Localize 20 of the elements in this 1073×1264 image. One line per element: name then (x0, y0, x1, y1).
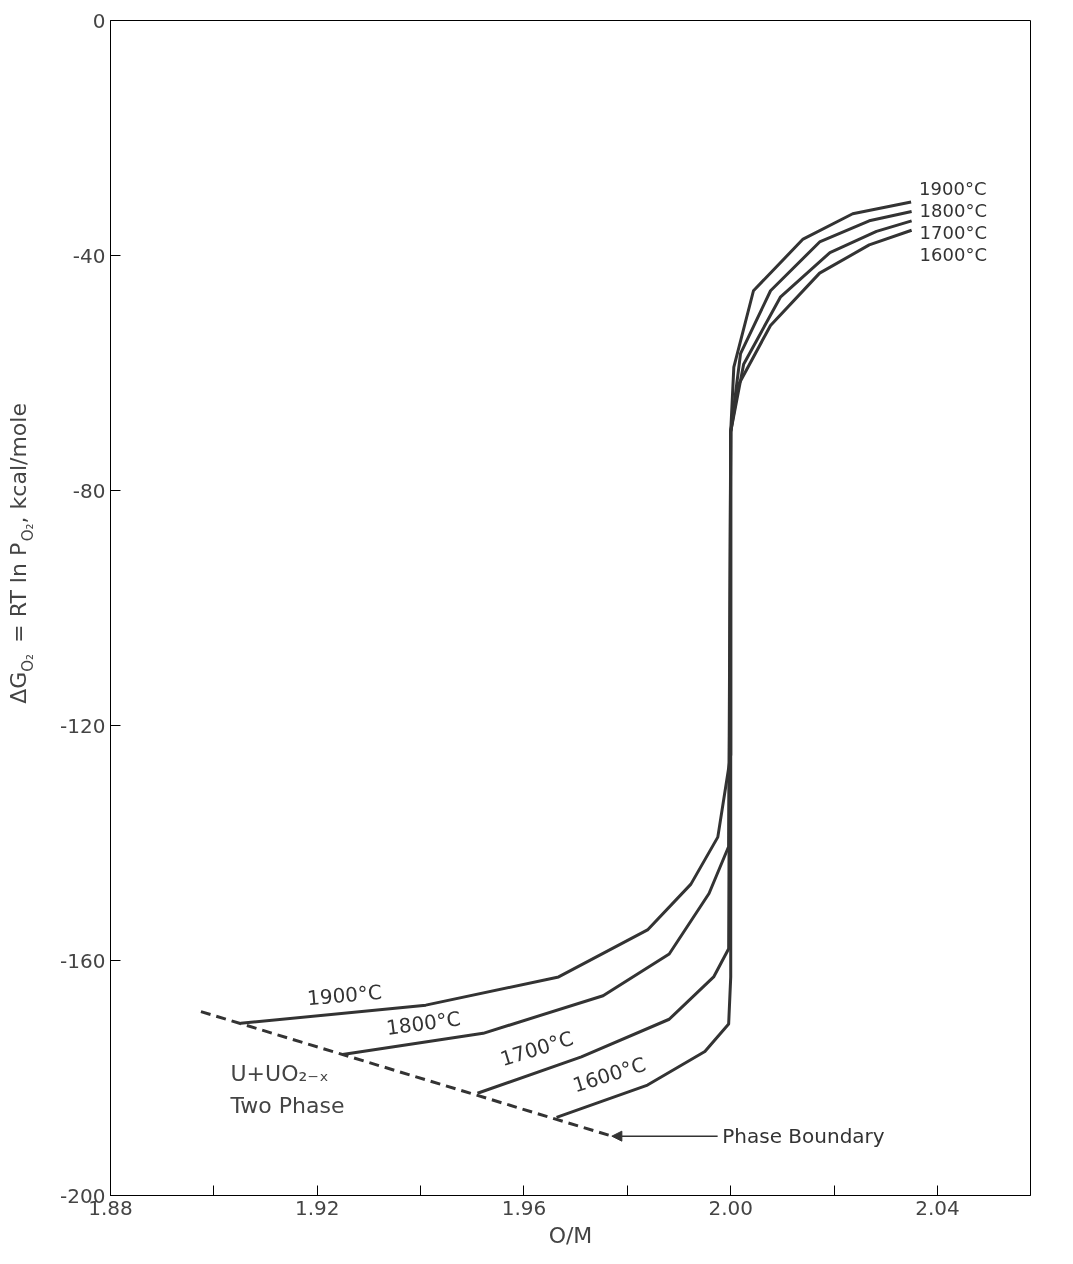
text: 1800°C (919, 199, 988, 221)
y-tick-label: -160 (60, 948, 106, 973)
y-tick-label: 0 (92, 8, 106, 33)
annotation: U+UO₂₋ₓ (230, 1060, 329, 1086)
text: Phase Boundary (722, 1124, 885, 1149)
y-tick-label: -80 (72, 478, 106, 503)
x-axis-title: O/M (548, 1222, 593, 1248)
series-label: 1700°C (919, 221, 988, 243)
x-tick-label: 1.92 (294, 1195, 340, 1220)
text: 1800°C (384, 1006, 463, 1040)
annotation: Two Phase (229, 1092, 345, 1118)
y-tick-label: -120 (60, 713, 106, 738)
x-tick-label: 1.96 (501, 1195, 547, 1220)
y-axis-title: ΔGO₂ = RT ln PO₂, kcal/mole (5, 403, 37, 704)
y-tick-label: -40 (72, 243, 106, 268)
x-tick-label: 2.04 (915, 1195, 960, 1220)
text: 1900°C (919, 177, 987, 199)
text: 1600°C (919, 243, 988, 265)
x-tick-label: 2.00 (708, 1195, 753, 1220)
series-label: 1900°C (306, 979, 383, 1011)
